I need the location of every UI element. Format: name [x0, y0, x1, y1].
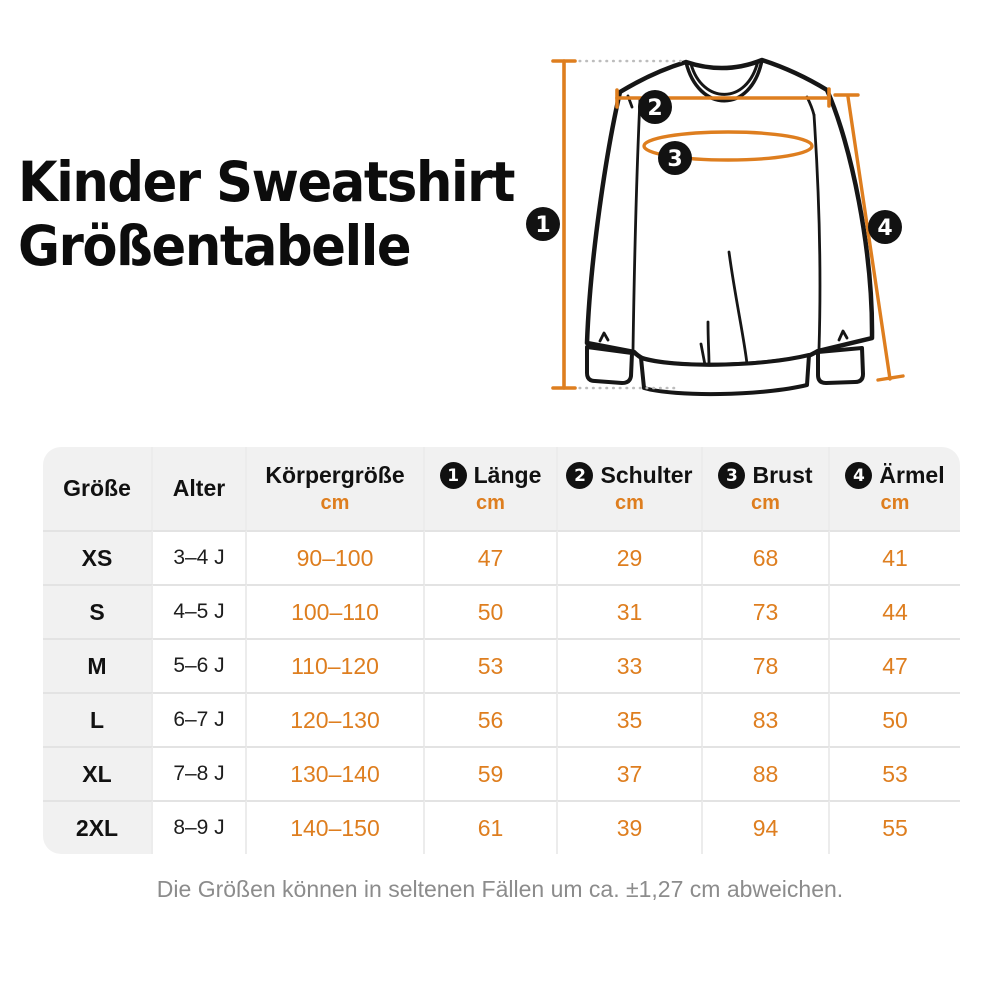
- row-l-body-height: 120–130: [247, 692, 425, 746]
- sweatshirt-measure-diagram: 1 2 3 4: [526, 57, 905, 397]
- tolerance-note: Die Größen können in seltenen Fällen um …: [156, 876, 844, 902]
- right-cuff: [816, 346, 865, 385]
- row-xs-shoulder: 29: [558, 530, 703, 584]
- row-2xl-body-height: 140–150: [247, 800, 425, 854]
- row-l-length: 56: [425, 692, 558, 746]
- collar-band-outer: [684, 58, 764, 103]
- row-s-length: 50: [425, 584, 558, 638]
- row-s-chest: 73: [703, 584, 830, 638]
- row-m-size: M: [43, 638, 153, 692]
- row-s-sleeve: 44: [830, 584, 960, 638]
- row-xl-age: 7–8 J: [153, 746, 247, 800]
- row-xl-chest: 88: [703, 746, 830, 800]
- row-xs-length: 47: [425, 530, 558, 584]
- row-l-age: 6–7 J: [153, 692, 247, 746]
- row-xs-body-height: 90–100: [247, 530, 425, 584]
- badge-chest: 3: [658, 141, 692, 175]
- row-xl-sleeve: 53: [830, 746, 960, 800]
- diagram-badges: 1 2 3 4: [526, 90, 902, 244]
- row-xl-size: XL: [43, 746, 153, 800]
- sleeve-measure-line: [833, 93, 905, 382]
- seam-and-wrinkle-lines: [598, 94, 849, 367]
- row-xl-shoulder: 37: [558, 746, 703, 800]
- row-xs-size: XS: [43, 530, 153, 584]
- badge-length: 1: [526, 207, 560, 241]
- badge-sleeve: 4: [868, 210, 902, 244]
- header-size: Größe: [43, 447, 153, 530]
- row-m-shoulder: 33: [558, 638, 703, 692]
- waistband: [639, 353, 811, 397]
- row-m-sleeve: 47: [830, 638, 960, 692]
- row-2xl-chest: 94: [703, 800, 830, 854]
- row-s-shoulder: 31: [558, 584, 703, 638]
- header-age: Alter: [153, 447, 247, 530]
- header-badge-1-icon: 1: [439, 462, 467, 489]
- row-m-chest: 78: [703, 638, 830, 692]
- page-title-line1: Kinder Sweatshirt: [18, 150, 515, 214]
- row-2xl-age: 8–9 J: [153, 800, 247, 854]
- row-s-body-height: 100–110: [247, 584, 425, 638]
- row-xs-sleeve: 41: [830, 530, 960, 584]
- row-m-body-height: 110–120: [247, 638, 425, 692]
- left-cuff: [585, 345, 634, 385]
- header-chest: 3 Brust cm: [703, 447, 830, 530]
- badge-shoulder: 2: [638, 90, 672, 124]
- header-length: 1 Länge cm: [425, 447, 558, 530]
- page-title: Kinder Sweatshirt Größentabelle: [18, 150, 515, 278]
- row-2xl-length: 61: [425, 800, 558, 854]
- row-s-size: S: [43, 584, 153, 638]
- header-badge-3-icon: 3: [718, 462, 746, 489]
- header-badge-4-icon: 4: [845, 462, 873, 489]
- size-table: Größe Alter Körpergröße cm 1 Länge cm 2 …: [43, 447, 960, 854]
- row-l-shoulder: 35: [558, 692, 703, 746]
- row-2xl-sleeve: 55: [830, 800, 960, 854]
- length-measure-line: [551, 59, 577, 390]
- row-l-sleeve: 50: [830, 692, 960, 746]
- row-2xl-shoulder: 39: [558, 800, 703, 854]
- collar-band-inner: [689, 59, 760, 96]
- row-xs-age: 3–4 J: [153, 530, 247, 584]
- row-xl-length: 59: [425, 746, 558, 800]
- svg-text:1: 1: [535, 213, 550, 238]
- svg-text:3: 3: [667, 147, 682, 172]
- svg-text:2: 2: [647, 96, 662, 121]
- row-l-size: L: [43, 692, 153, 746]
- row-xs-chest: 68: [703, 530, 830, 584]
- header-shoulder: 2 Schulter cm: [558, 447, 703, 530]
- page-title-line2: Größentabelle: [18, 214, 412, 278]
- header-body-height: Körpergröße cm: [247, 447, 425, 530]
- row-m-length: 53: [425, 638, 558, 692]
- svg-text:4: 4: [877, 216, 892, 241]
- row-2xl-size: 2XL: [43, 800, 153, 854]
- chest-measure-ellipse: [642, 130, 814, 162]
- row-s-age: 4–5 J: [153, 584, 247, 638]
- row-l-chest: 83: [703, 692, 830, 746]
- dotted-guide-lines: [571, 59, 684, 390]
- header-badge-2-icon: 2: [566, 462, 594, 489]
- row-xl-body-height: 130–140: [247, 746, 425, 800]
- header-sleeve: 4 Ärmel cm: [830, 447, 960, 530]
- row-m-age: 5–6 J: [153, 638, 247, 692]
